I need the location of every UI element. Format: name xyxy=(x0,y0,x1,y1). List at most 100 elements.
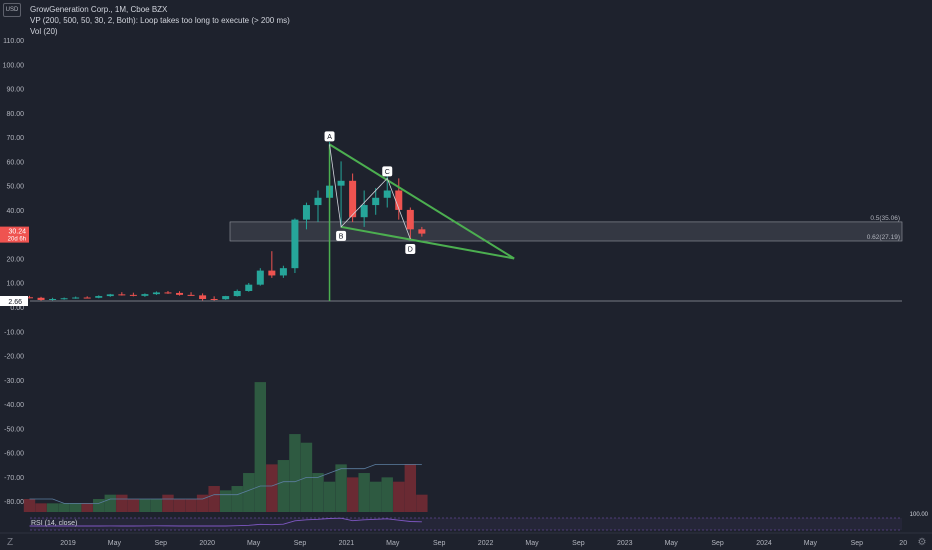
settings-icon[interactable]: ⚙ xyxy=(917,537,927,548)
legend: GrowGeneration Corp., 1M, Cboe BZX VP (2… xyxy=(30,4,290,37)
candle-body xyxy=(176,292,184,295)
volume-bar xyxy=(185,499,197,512)
time-tick-label: May xyxy=(386,540,400,547)
volume-bar xyxy=(116,494,128,512)
time-tick-label: Sep xyxy=(851,540,864,547)
rsi-band-fill xyxy=(30,518,902,530)
time-tick-label: Sep xyxy=(294,540,307,547)
abcd-path xyxy=(329,144,411,240)
point-label-box xyxy=(336,230,347,241)
volume-bar xyxy=(173,499,186,512)
volume-bar xyxy=(196,494,209,512)
volume-bar xyxy=(393,481,405,512)
volume-bar xyxy=(35,503,47,512)
candle-body xyxy=(106,294,114,297)
candle-body xyxy=(337,180,345,186)
volume-bar xyxy=(219,490,232,512)
symbol-title[interactable]: GrowGeneration Corp., 1M, Cboe BZX xyxy=(30,5,168,14)
candle-body xyxy=(210,298,218,300)
price-tick-label: 10.00 xyxy=(6,281,24,288)
point-label-b: B xyxy=(339,233,344,240)
candle-body xyxy=(245,284,253,291)
low-price-value: 2.66 xyxy=(8,299,22,306)
volume-bar xyxy=(381,477,393,512)
time-tick-label: 2023 xyxy=(617,540,633,547)
price-tick-label: 100.00 xyxy=(3,62,25,69)
zoom-icon[interactable]: Z xyxy=(6,537,14,548)
volume-bar xyxy=(243,473,255,512)
current-price-tag xyxy=(0,226,29,243)
candle-body xyxy=(37,297,45,300)
volume-bar xyxy=(277,460,290,512)
vp-indicator-label[interactable]: VP (200, 500, 50, 30, 2, Both): Loop tak… xyxy=(30,16,290,25)
price-tick-label: 40.00 xyxy=(6,208,24,215)
price-tick-label: -20.00 xyxy=(4,354,24,361)
candle-body xyxy=(279,268,287,276)
time-tick-label: Sep xyxy=(711,540,724,547)
candle-body xyxy=(49,298,57,300)
point-label-d: D xyxy=(408,247,413,254)
time-tick-label: May xyxy=(525,540,539,547)
candle-body xyxy=(314,197,322,206)
candle-body xyxy=(118,294,126,296)
candle-body xyxy=(395,190,403,210)
rsi-axis-value: 100.00 xyxy=(910,512,929,518)
low-price-tag xyxy=(0,296,28,306)
candle-body xyxy=(256,270,264,285)
volume-bar xyxy=(150,499,163,512)
volume-ma-line xyxy=(29,463,422,504)
volume-indicator-label[interactable]: Vol (20) xyxy=(30,27,58,36)
volume-bar xyxy=(254,382,266,512)
volume-bar xyxy=(289,434,301,512)
volume-bar xyxy=(127,499,140,512)
candle-body xyxy=(199,295,207,299)
time-tick-label: 2024 xyxy=(756,540,772,547)
time-tick-label: May xyxy=(108,540,122,547)
time-tick-label: May xyxy=(665,540,679,547)
currency-badge[interactable]: USD xyxy=(3,3,21,17)
volume-bar xyxy=(69,503,82,512)
volume-bar xyxy=(231,486,243,512)
candle-body xyxy=(26,297,33,299)
candle-body xyxy=(302,205,310,220)
pattern-lower-line xyxy=(340,225,515,260)
time-tick-label: 2019 xyxy=(60,540,76,547)
volume-bar xyxy=(93,499,105,512)
candle-body xyxy=(233,290,241,297)
volume-bar xyxy=(208,486,220,512)
price-tick-label: -30.00 xyxy=(4,378,24,385)
point-label-box xyxy=(324,131,335,142)
price-tick-label: 60.00 xyxy=(6,159,24,166)
price-tick-label: 50.00 xyxy=(6,184,24,191)
volume-bar xyxy=(162,494,174,512)
volume-bar xyxy=(323,481,336,512)
point-label-box xyxy=(382,166,393,177)
fib-upper-label: 0.5(35.06) xyxy=(870,215,900,222)
volume-bar xyxy=(335,464,347,512)
volume-bar xyxy=(370,481,382,512)
time-tick-label: May xyxy=(247,540,261,547)
volume-bar xyxy=(404,464,417,512)
countdown-label: 20d 6h xyxy=(8,237,26,243)
price-tick-label: -70.00 xyxy=(4,475,24,482)
candle-body xyxy=(83,297,91,299)
volume-bar xyxy=(358,473,370,512)
volume-bar xyxy=(139,499,151,512)
candle-body xyxy=(222,296,230,300)
price-tick-label: 110.00 xyxy=(3,38,24,45)
candle-body xyxy=(372,197,380,206)
price-tick-label: -80.00 xyxy=(4,499,24,506)
fib-lower-label: 0.62(27.19) xyxy=(867,234,900,241)
volume-bar xyxy=(46,503,59,512)
candle-body xyxy=(268,270,276,276)
candle-body xyxy=(129,294,137,296)
time-tick-label: 20 xyxy=(899,540,907,547)
candle-body xyxy=(291,219,299,269)
price-tick-label: 70.00 xyxy=(6,135,24,142)
price-tick-label: -10.00 xyxy=(4,329,24,336)
candle-body xyxy=(95,296,103,298)
time-tick-label: Sep xyxy=(572,540,585,547)
price-tick-label: 0.00 xyxy=(10,305,24,312)
